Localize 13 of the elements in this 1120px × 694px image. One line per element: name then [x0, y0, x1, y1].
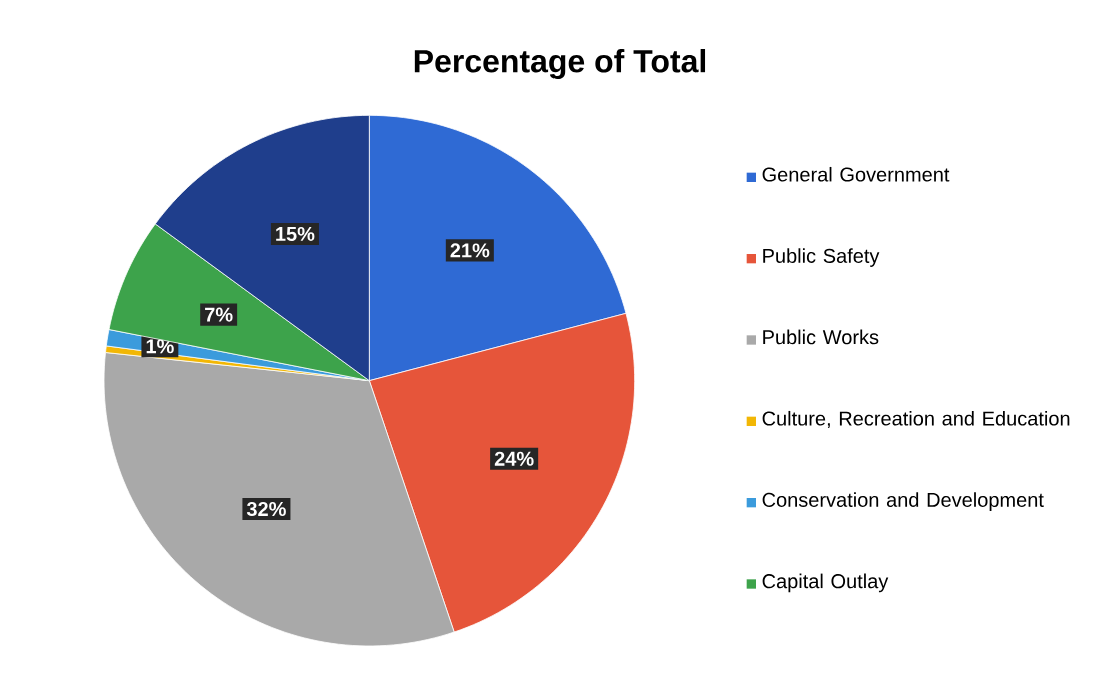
data-label: 1% — [146, 339, 174, 354]
legend-label: Public Works — [763, 329, 879, 345]
legend-label: General Government — [762, 166, 950, 182]
data-label: 24% — [494, 451, 534, 466]
legend-label: Culture, Recreation and Education — [762, 410, 1070, 428]
data-label: 21% — [450, 243, 490, 258]
legend-label: Conservation and Development — [762, 492, 1044, 511]
data-label: 32% — [246, 501, 286, 517]
data-label: 7% — [205, 307, 233, 322]
legend-label: Capital Outlay — [762, 573, 889, 593]
data-label: 15% — [276, 226, 315, 241]
chart-title: Percentage of Total — [414, 49, 706, 79]
legend-label: Public Safety — [763, 248, 880, 267]
